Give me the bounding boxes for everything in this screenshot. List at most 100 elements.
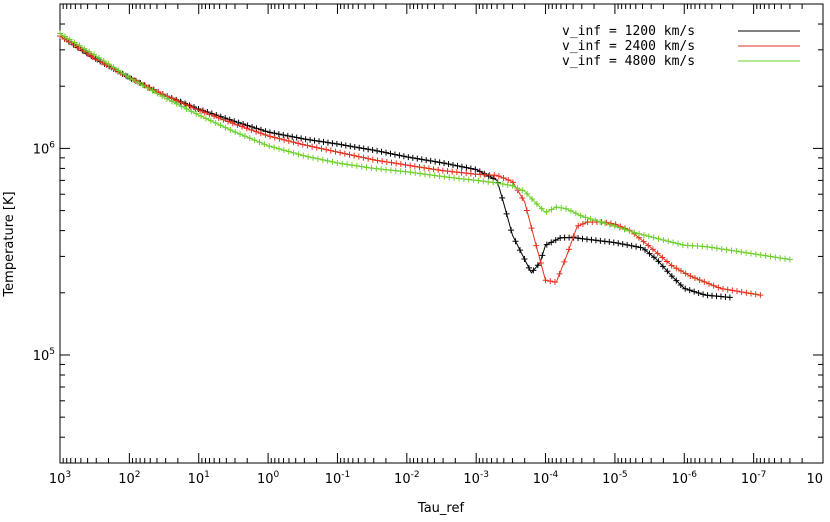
data-point-marker (266, 143, 273, 150)
data-point-marker (314, 155, 321, 162)
data-point-marker (360, 145, 367, 152)
data-point-marker (183, 105, 190, 112)
data-point-marker (363, 164, 370, 171)
data-point-marker (636, 230, 643, 237)
data-point-marker (300, 152, 307, 159)
data-point-marker (267, 133, 274, 140)
data-point-marker (173, 100, 180, 107)
data-point-marker (369, 147, 376, 154)
data-point-marker (95, 54, 102, 61)
data-point-marker (405, 154, 412, 161)
data-point-marker (337, 149, 344, 156)
data-point-marker (271, 134, 278, 141)
data-point-marker (709, 244, 716, 251)
data-point-marker (261, 141, 268, 148)
data-point-marker (475, 177, 482, 184)
data-point-marker (237, 131, 244, 138)
data-point-marker (281, 136, 288, 143)
data-point-marker (650, 234, 657, 241)
data-point-marker (365, 146, 372, 153)
x-axis-title: Tau_ref (417, 501, 465, 516)
legend-label: v_inf = 2400 km/s (562, 39, 695, 54)
data-point-marker (519, 194, 526, 201)
data-point-marker (290, 149, 297, 156)
data-point-marker (445, 161, 452, 168)
data-point-marker (383, 149, 390, 156)
data-point-marker (516, 247, 523, 254)
data-point-marker (701, 278, 708, 285)
data-point-marker (767, 253, 774, 260)
data-point-marker (696, 276, 703, 283)
data-point-marker (388, 159, 395, 166)
data-point-marker (246, 135, 253, 142)
data-point-marker (220, 116, 227, 123)
data-point-marker (369, 156, 376, 163)
data-point-marker (232, 129, 239, 136)
data-point-marker (351, 152, 358, 159)
x-tick-label: 10-6 (672, 470, 698, 487)
series-line (59, 35, 730, 298)
data-point-marker (222, 124, 229, 131)
data-point-marker (597, 237, 604, 244)
data-point-marker (355, 153, 362, 160)
data-point-marker (762, 252, 769, 259)
data-point-marker (686, 287, 693, 294)
data-point-marker (426, 171, 433, 178)
data-point-marker (393, 160, 400, 167)
data-point-marker (436, 159, 443, 166)
data-point-marker (772, 254, 779, 261)
data-point-marker (637, 244, 644, 251)
data-point-marker (723, 246, 730, 253)
data-point-marker (553, 204, 560, 211)
data-point-marker (351, 143, 358, 150)
data-point-marker (504, 181, 511, 188)
data-point-marker (430, 166, 437, 173)
data-point-marker (188, 108, 195, 115)
x-tick-label: 10-2 (394, 470, 420, 487)
data-point-marker (509, 182, 516, 189)
legend-label: v_inf = 4800 km/s (562, 54, 695, 69)
data-point-marker (528, 225, 535, 232)
data-point-marker (334, 159, 341, 166)
data-point-marker (134, 79, 141, 86)
data-point-marker (556, 270, 563, 277)
data-point-marker (691, 288, 698, 295)
data-point-marker (241, 133, 248, 140)
data-point-marker (579, 235, 586, 242)
data-point-marker (358, 163, 365, 170)
data-point-marker (251, 137, 258, 144)
data-point-marker (640, 238, 647, 245)
data-point-marker (418, 156, 425, 163)
data-point-marker (338, 141, 345, 148)
data-point-marker (606, 238, 613, 245)
data-point-marker (391, 151, 398, 158)
data-point-marker (519, 187, 526, 194)
data-point-marker (734, 288, 741, 295)
data-point-marker (729, 287, 736, 294)
data-point-marker (378, 148, 385, 155)
data-point-marker (295, 151, 302, 158)
data-point-marker (302, 136, 309, 143)
data-point-marker (601, 238, 608, 245)
data-point-marker (582, 214, 589, 221)
data-point-marker (257, 130, 264, 137)
data-point-marker (423, 157, 430, 164)
data-point-marker (663, 258, 670, 265)
data-point-marker (120, 70, 127, 77)
data-point-marker (485, 178, 492, 185)
data-point-marker (201, 109, 208, 116)
data-point-marker (304, 142, 311, 149)
data-point-marker (534, 262, 541, 269)
data-point-marker (168, 98, 175, 105)
x-tick-label: 10-4 (533, 470, 559, 487)
data-point-marker (691, 275, 698, 282)
data-point-marker (66, 36, 73, 43)
data-point-marker (373, 165, 380, 172)
data-point-marker (439, 167, 446, 174)
data-point-marker (198, 113, 205, 120)
data-point-marker (435, 166, 442, 173)
data-point-marker (229, 120, 236, 127)
data-point-marker (329, 158, 336, 165)
data-point-marker (339, 160, 346, 167)
data-point-marker (412, 169, 419, 176)
